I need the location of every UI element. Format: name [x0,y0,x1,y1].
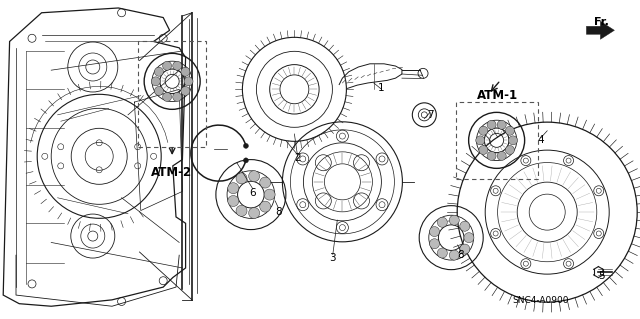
Circle shape [509,136,518,145]
Circle shape [506,126,515,135]
Text: ATM-1: ATM-1 [477,89,518,102]
Circle shape [460,221,470,231]
Text: 7: 7 [427,110,433,120]
Circle shape [497,152,506,160]
Text: 5: 5 [598,271,605,281]
Circle shape [497,120,506,129]
Circle shape [184,77,193,86]
Circle shape [260,201,271,212]
Circle shape [173,93,182,101]
Text: 3: 3 [330,253,336,263]
Text: 4: 4 [538,135,544,145]
Circle shape [228,183,239,194]
Circle shape [248,171,260,182]
Text: 8: 8 [275,207,282,217]
Circle shape [506,145,515,154]
Circle shape [479,126,488,135]
Circle shape [437,248,447,258]
Circle shape [236,205,247,216]
Text: 2: 2 [294,153,301,163]
Circle shape [437,217,447,227]
Circle shape [464,233,474,243]
Circle shape [181,67,190,76]
Circle shape [264,189,275,200]
Circle shape [487,152,496,160]
Circle shape [163,61,172,70]
Circle shape [487,120,496,129]
Circle shape [429,239,440,249]
Circle shape [429,226,440,237]
Circle shape [243,158,248,163]
Text: 1: 1 [378,83,384,93]
Circle shape [151,77,160,86]
Circle shape [260,177,271,188]
Circle shape [173,61,182,70]
Polygon shape [586,21,614,39]
Circle shape [163,93,172,101]
Circle shape [460,244,470,254]
Text: 6: 6 [250,188,256,198]
Circle shape [236,173,247,184]
Bar [456,102,538,179]
Circle shape [181,86,190,95]
Circle shape [449,215,460,225]
Circle shape [248,208,260,219]
Text: ATM-2: ATM-2 [151,166,192,179]
Circle shape [228,196,239,206]
Circle shape [154,67,163,76]
Circle shape [476,136,484,145]
Circle shape [154,86,163,95]
Circle shape [449,250,460,260]
Circle shape [243,143,248,148]
Text: 8: 8 [458,250,464,260]
Text: Fr.: Fr. [594,17,609,27]
Text: SNC4-A0900: SNC4-A0900 [513,296,569,305]
Circle shape [479,145,488,154]
Bar [138,41,206,147]
